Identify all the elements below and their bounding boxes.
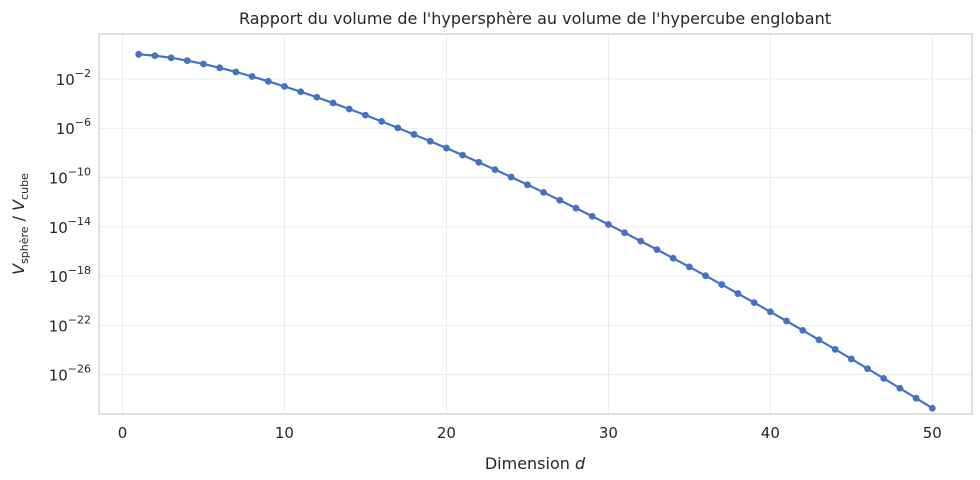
data-point	[702, 272, 709, 280]
data-point	[475, 158, 483, 166]
data-point	[604, 221, 612, 228]
data-point	[248, 73, 256, 80]
y-tick-base: 10	[49, 367, 68, 385]
y-tick-label: 10−10	[49, 166, 91, 188]
data-point	[183, 57, 191, 65]
data-point	[847, 355, 855, 363]
y-tick-base: 10	[56, 120, 75, 138]
y-tick-base: 10	[49, 268, 68, 286]
data-point	[896, 384, 904, 392]
data-point	[750, 299, 758, 307]
data-point	[669, 254, 677, 262]
data-point	[685, 263, 693, 271]
data-point	[815, 336, 823, 344]
data-point	[783, 317, 790, 325]
y-tick-label: 10−22	[49, 313, 91, 335]
chart-title: Rapport du volume de l'hypersphère au vo…	[239, 9, 831, 28]
x-tick-label: 0	[118, 424, 128, 442]
x-axis-label-prefix: Dimension	[485, 454, 570, 473]
data-point	[426, 137, 434, 145]
data-point	[540, 189, 547, 196]
y-tick-base: 10	[49, 317, 68, 335]
data-point	[572, 204, 580, 212]
data-point	[718, 281, 726, 288]
y-axis-label-v2: V	[9, 199, 28, 211]
data-point	[928, 404, 936, 412]
data-point	[216, 64, 224, 72]
data-point	[443, 144, 450, 152]
y-tick-label: 10−6	[56, 116, 91, 138]
y-tick-label: 10−26	[49, 363, 91, 385]
x-axis-label-var: d	[575, 454, 586, 473]
data-point	[491, 166, 499, 174]
data-point	[524, 181, 531, 189]
data-point	[362, 111, 369, 119]
data-point	[345, 105, 353, 113]
data-point	[880, 375, 888, 382]
y-axis-label-slash: /	[9, 211, 28, 227]
y-axis-label: Vsphère / Vcube	[9, 173, 31, 275]
x-tick-label: 50	[923, 424, 942, 442]
y-tick-exponent: −2	[75, 67, 91, 80]
y-tick-exponent: −26	[68, 363, 91, 376]
data-point	[653, 246, 661, 254]
data-point	[167, 54, 175, 62]
grid	[99, 34, 972, 414]
x-axis-label: Dimension d	[485, 454, 586, 473]
y-tick-exponent: −10	[68, 166, 91, 179]
y-axis-label-v1: V	[9, 263, 28, 275]
x-tick-label: 30	[599, 424, 618, 442]
x-tick-label: 10	[275, 424, 294, 442]
data-point	[912, 394, 920, 402]
x-tick-label: 20	[437, 424, 456, 442]
data-point	[588, 212, 596, 220]
data-point	[329, 99, 337, 107]
y-axis-label-sub2: cube	[18, 173, 31, 200]
y-tick-base: 10	[49, 219, 68, 237]
data-point	[200, 60, 207, 68]
y-tick-exponent: −6	[75, 116, 91, 129]
data-point	[313, 93, 321, 101]
series-layer	[135, 50, 936, 412]
data-point	[556, 196, 564, 204]
data-point	[151, 52, 159, 60]
y-axis-label-sub1: sphère	[18, 226, 31, 264]
data-point	[281, 83, 288, 90]
data-point	[135, 50, 143, 58]
data-point	[232, 68, 240, 76]
y-tick-label: 10−18	[49, 264, 91, 286]
y-tick-exponent: −18	[68, 264, 91, 277]
y-tick-label: 10−14	[49, 215, 91, 237]
data-point	[264, 77, 272, 85]
y-tick-exponent: −14	[68, 215, 91, 228]
plot-frame	[98, 33, 973, 415]
data-point	[799, 326, 807, 334]
data-point	[410, 131, 418, 138]
x-ticks: 0 10 20 30 40 50	[118, 424, 942, 442]
data-point	[378, 118, 386, 125]
x-tick-label: 40	[761, 424, 780, 442]
data-point	[864, 365, 871, 373]
data-point	[734, 290, 742, 297]
data-point	[459, 151, 467, 159]
data-point	[621, 229, 628, 237]
data-point	[831, 345, 839, 353]
y-tick-base: 10	[49, 170, 68, 188]
data-point	[297, 88, 305, 96]
series-line	[138, 53, 933, 410]
data-point	[507, 173, 515, 181]
data-point	[637, 237, 645, 245]
data-point	[394, 124, 402, 132]
data-point	[766, 308, 774, 316]
y-tick-label: 10−2	[56, 67, 91, 89]
y-tick-base: 10	[56, 71, 75, 89]
y-tick-exponent: −22	[68, 313, 91, 326]
